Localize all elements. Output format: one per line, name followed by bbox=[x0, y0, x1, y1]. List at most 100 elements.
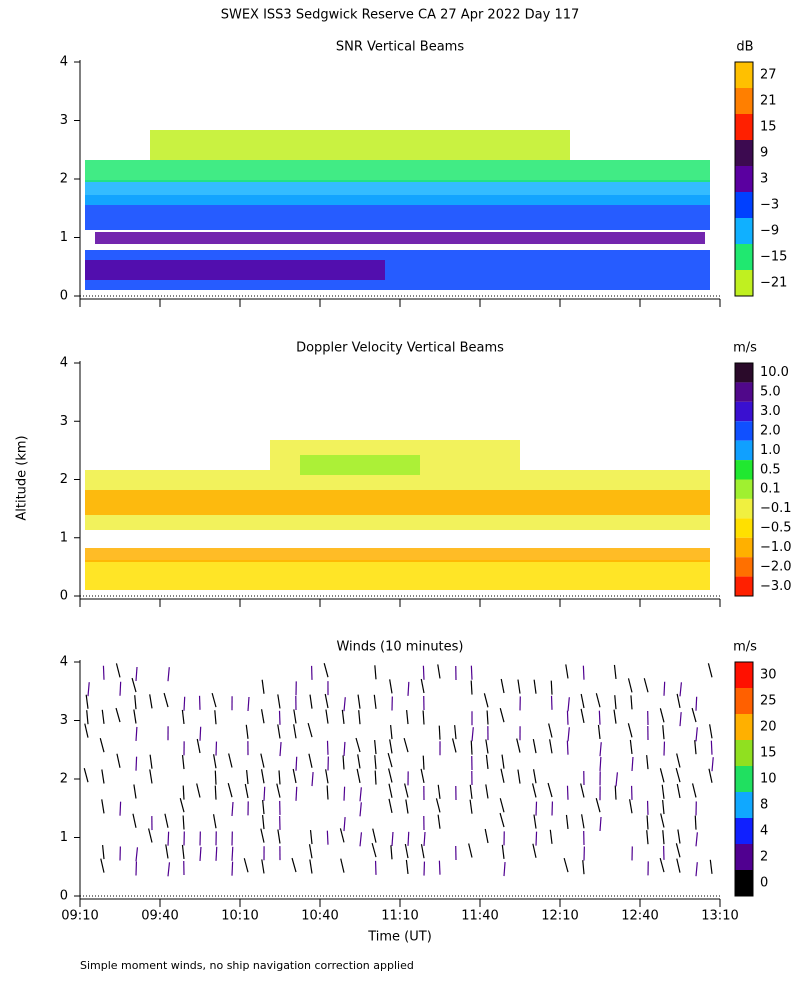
colorbar-cell bbox=[735, 518, 753, 538]
barb bbox=[486, 710, 489, 725]
colorbar-cell bbox=[735, 421, 753, 441]
barb bbox=[326, 740, 329, 755]
barb bbox=[407, 681, 410, 696]
barb bbox=[183, 696, 186, 711]
colorbar-unit: dB bbox=[736, 40, 753, 55]
barb bbox=[485, 739, 489, 754]
barb bbox=[343, 817, 346, 832]
barb bbox=[228, 753, 233, 768]
colorbar-cell bbox=[735, 844, 753, 870]
barb bbox=[695, 862, 698, 877]
barb bbox=[485, 754, 489, 769]
y-tick-label: 3 bbox=[60, 113, 68, 128]
y-axis-label: Altitude (km) bbox=[15, 435, 30, 520]
colorbar-cell bbox=[735, 870, 753, 896]
barb bbox=[212, 814, 217, 829]
barb bbox=[535, 801, 538, 816]
barb bbox=[404, 843, 409, 859]
barb bbox=[133, 709, 137, 724]
colorbar-label: 10.0 bbox=[760, 365, 789, 380]
barb bbox=[646, 755, 649, 770]
colorbar-label: 30 bbox=[760, 668, 777, 683]
barb bbox=[406, 710, 409, 725]
barb bbox=[694, 815, 697, 830]
barb bbox=[566, 710, 569, 725]
barb bbox=[503, 861, 506, 877]
barb bbox=[179, 798, 185, 813]
barb bbox=[499, 798, 505, 813]
barb bbox=[148, 828, 153, 843]
barb bbox=[661, 784, 665, 799]
barb bbox=[659, 708, 665, 723]
colorbar-cell bbox=[735, 714, 753, 740]
y-tick-label: 4 bbox=[60, 655, 68, 670]
barb bbox=[339, 828, 345, 843]
barb bbox=[359, 787, 362, 802]
colorbar-cell bbox=[735, 401, 753, 422]
barb bbox=[99, 738, 105, 753]
barb bbox=[214, 785, 217, 800]
barb bbox=[164, 813, 169, 828]
barb bbox=[293, 709, 297, 724]
barb bbox=[676, 783, 681, 799]
barb bbox=[325, 709, 329, 724]
y-tick-label: 1 bbox=[60, 830, 68, 845]
barb bbox=[469, 799, 473, 814]
barb bbox=[646, 815, 649, 830]
barb bbox=[326, 830, 329, 845]
barb bbox=[260, 709, 265, 724]
barb bbox=[261, 815, 265, 830]
barb bbox=[709, 724, 713, 739]
x-tick-label: 12:40 bbox=[621, 909, 658, 924]
barb bbox=[101, 799, 105, 814]
barb bbox=[643, 678, 649, 693]
colorbar-unit: m/s bbox=[733, 640, 757, 655]
panel-title: SNR Vertical Beams bbox=[336, 40, 464, 55]
colorbar-cell bbox=[735, 363, 753, 383]
barb bbox=[691, 707, 697, 723]
colorbar-cell bbox=[735, 244, 753, 270]
barb bbox=[276, 783, 281, 798]
barb bbox=[707, 663, 713, 678]
barb bbox=[119, 801, 122, 816]
barb bbox=[357, 694, 361, 709]
barb bbox=[595, 693, 601, 708]
barb bbox=[132, 813, 137, 828]
barb bbox=[324, 693, 329, 709]
barb bbox=[675, 843, 681, 858]
barb bbox=[550, 680, 553, 695]
barb bbox=[134, 695, 137, 710]
barb bbox=[501, 754, 505, 769]
y-tick-label: 4 bbox=[60, 356, 68, 371]
barb bbox=[244, 783, 249, 799]
barb bbox=[567, 697, 570, 712]
barb bbox=[83, 768, 89, 783]
barb bbox=[597, 724, 601, 740]
barb bbox=[516, 738, 521, 753]
barb bbox=[309, 694, 313, 709]
barb bbox=[662, 800, 665, 815]
y-tick-label: 0 bbox=[60, 889, 68, 904]
wind-barbs bbox=[83, 662, 714, 877]
barb bbox=[451, 738, 457, 753]
barb bbox=[533, 814, 537, 829]
barb bbox=[292, 768, 297, 784]
y-tick-label: 2 bbox=[60, 772, 68, 787]
colorbar-label: 25 bbox=[760, 694, 777, 709]
barb bbox=[149, 769, 153, 784]
barb bbox=[182, 785, 185, 800]
barb bbox=[533, 679, 537, 694]
barb bbox=[245, 724, 249, 739]
barb bbox=[133, 784, 137, 799]
barb bbox=[149, 694, 153, 709]
barb bbox=[627, 678, 633, 693]
barb bbox=[262, 800, 265, 815]
barb bbox=[388, 798, 393, 813]
barb bbox=[263, 786, 266, 801]
barb bbox=[470, 680, 473, 695]
figure-title: SWEX ISS3 Sedgwick Reserve CA 27 Apr 202… bbox=[221, 8, 580, 23]
barb bbox=[437, 814, 441, 829]
barb bbox=[437, 784, 441, 799]
barb bbox=[566, 740, 569, 755]
colorbar-cell bbox=[735, 166, 753, 192]
